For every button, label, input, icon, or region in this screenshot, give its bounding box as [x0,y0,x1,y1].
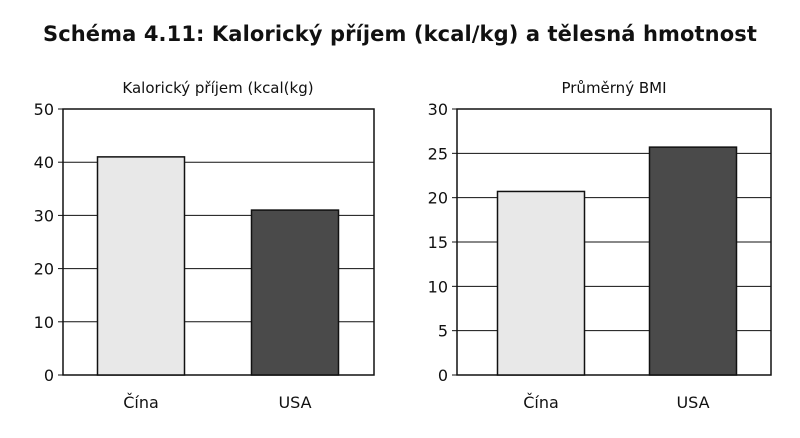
y-tick-label: 10 [428,277,448,296]
bar-2 [648,146,738,376]
y-tick-label: 20 [428,189,448,208]
bar-2 [250,209,340,376]
x-category-label: Čína [123,393,159,412]
chart-1: Kalorický příjem (kcal(kg) 0 10 20 30 40 50 Čín… [34,79,375,412]
chart-2: Průměrný BMI 0 5 10 15 20 25 30 Čína USA [428,79,772,412]
y-tick-label: 20 [34,260,54,279]
x-category-label: USA [676,393,709,412]
plot-frame [456,108,772,376]
plot-frame [62,108,375,376]
y-tick-label: 25 [428,144,448,163]
y-tick-label: 15 [428,233,448,252]
y-tick-label: 0 [438,366,448,385]
chart-title: Průměrný BMI [561,79,666,97]
y-tick-label: 30 [34,206,54,225]
y-tick-label: 30 [428,100,448,119]
x-category-label: Čína [523,393,559,412]
figure-title: Schéma 4.11: Kalorický příjem (kcal/kg) … [42,22,758,46]
y-tick-label: 10 [34,313,54,332]
y-tick-label: 40 [34,153,54,172]
bar-1 [496,190,586,376]
bar-1 [96,156,186,376]
x-category-label: USA [278,393,311,412]
y-tick-label: 5 [438,322,448,341]
y-tick-label: 0 [44,366,54,385]
chart-title: Kalorický příjem (kcal(kg) [122,79,313,97]
y-tick-label: 50 [34,100,54,119]
